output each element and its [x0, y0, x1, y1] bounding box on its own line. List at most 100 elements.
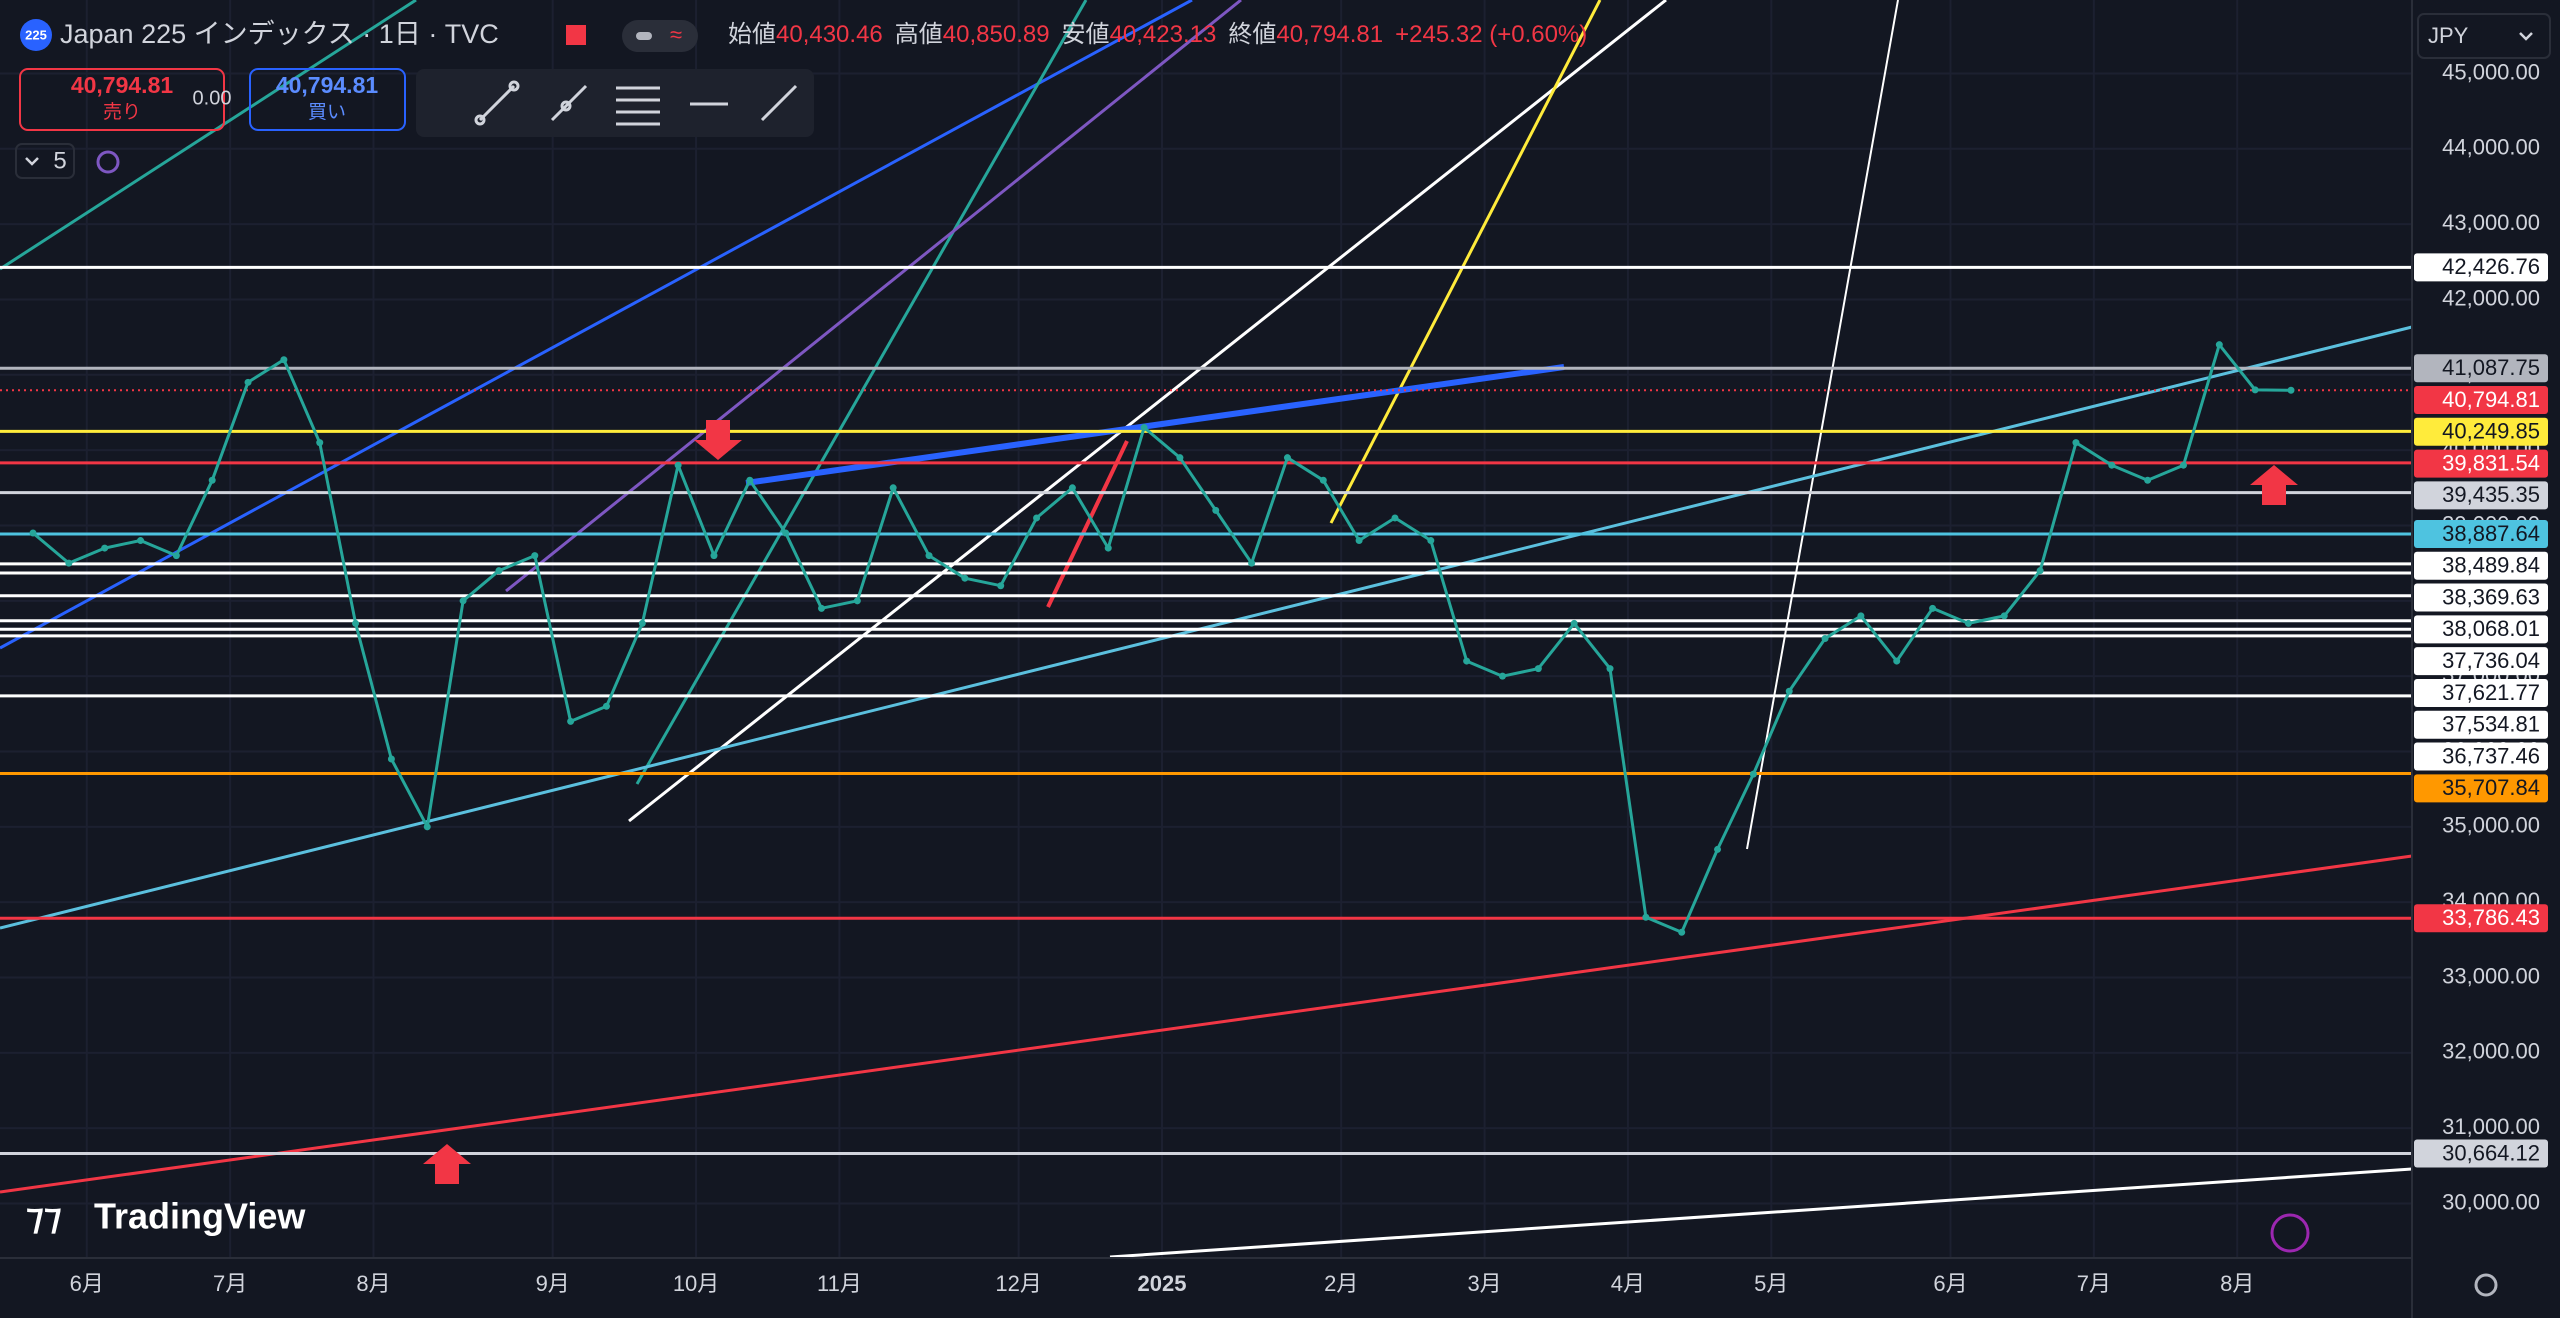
x-tick-label: 11月: [817, 1271, 862, 1296]
price-point: [316, 439, 324, 447]
level-label-box: [2414, 742, 2548, 771]
buy-button[interactable]: [249, 68, 406, 131]
arrows: [423, 420, 2298, 1184]
logo: TradingView: [94, 1196, 306, 1237]
price-point: [1355, 537, 1363, 545]
ohlc-label: 終値: [1228, 21, 1276, 48]
price-point: [2036, 567, 2044, 575]
price-point: [925, 552, 933, 560]
price-point: [602, 702, 610, 710]
level-label: 38,887.64: [2442, 521, 2540, 546]
sell-button[interactable]: [19, 68, 225, 131]
flag[interactable]: [566, 25, 586, 45]
x-tick-label: 9月: [536, 1271, 570, 1296]
indicators-count: 5: [53, 147, 66, 174]
logo-mark: ⁊⁊: [26, 1196, 62, 1237]
price-point: [495, 567, 503, 575]
y-tick-label: 30,000.00: [2442, 1189, 2540, 1214]
x-tick-label: 7月: [213, 1271, 247, 1296]
price-point: [1283, 454, 1291, 462]
y-tick-label: 31,000.00: [2442, 1114, 2540, 1139]
tool-handle: [560, 100, 572, 112]
ohlc-label: 安値: [1062, 21, 1110, 48]
level-label-box: [2414, 774, 2548, 803]
y-tick-label: 32,000.00: [2442, 1039, 2540, 1064]
price-point: [961, 574, 969, 582]
y-tick-label: 33,000.00: [2442, 963, 2540, 988]
sync-icon[interactable]: [96, 150, 120, 174]
symbol-title[interactable]: Japan 225 インデックス · 1日 · TVC: [60, 19, 499, 49]
level-label: 41,087.75: [2442, 355, 2540, 380]
sell-label: 売り: [103, 101, 141, 123]
level-label-box: [2414, 385, 2548, 414]
level-label-box: [2414, 615, 2548, 644]
level-label: 37,621.77: [2442, 680, 2540, 705]
series: [29, 341, 2295, 936]
tool-extended[interactable]: [760, 84, 798, 122]
price-point: [29, 529, 37, 537]
level-label: 36,737.46: [2442, 743, 2540, 768]
level-label: 40,794.81: [2442, 387, 2540, 412]
price-point: [1749, 770, 1757, 778]
ohlc-value: 40,430.46: [776, 21, 883, 48]
price-point: [101, 544, 109, 552]
price-point: [459, 597, 467, 605]
ohlc-label: 高値: [895, 21, 943, 48]
settings-icon[interactable]: [2474, 1273, 2498, 1297]
price-point: [1964, 619, 1972, 627]
symbol-badge-text: 225: [25, 27, 47, 42]
price-point: [1140, 424, 1148, 432]
tool-handle: [508, 80, 520, 92]
level-label-box: [2414, 449, 2548, 478]
tool-handle: [474, 114, 486, 126]
price-point: [1068, 484, 1076, 492]
price-point: [567, 717, 575, 725]
price-point: [137, 537, 145, 545]
trend-line: [0, 0, 417, 271]
price-point: [1033, 514, 1041, 522]
indicators-toggle[interactable]: [15, 143, 75, 179]
x-tick-label: 8月: [2220, 1271, 2254, 1296]
sell-price: 40,794.81: [71, 72, 174, 98]
ohlc-value: 40,850.89: [943, 21, 1050, 48]
level-label-box: [2414, 583, 2548, 612]
trend-line: [1746, 0, 1899, 850]
alert-icon[interactable]: [2270, 1213, 2310, 1253]
price-point: [1463, 657, 1471, 665]
level-label-box: [2414, 253, 2548, 282]
currency-select[interactable]: [2417, 13, 2551, 59]
price-point: [2000, 612, 2008, 620]
level-label: 37,736.04: [2442, 648, 2540, 673]
x-tick-label: 2025: [1138, 1271, 1187, 1296]
price-point: [1212, 506, 1220, 514]
symbol-badge: [20, 19, 52, 51]
trend-line: [0, 325, 2413, 930]
price-point: [1785, 687, 1793, 695]
currency: JPY: [2428, 23, 2469, 48]
level-label-box: [2414, 678, 2548, 707]
tool-trendline[interactable]: [478, 84, 516, 122]
x-tick-label: 4月: [1611, 1271, 1645, 1296]
price-point: [1893, 657, 1901, 665]
buy-label: 買い: [308, 102, 346, 123]
price-point: [1570, 619, 1578, 627]
level-label-box: [2414, 710, 2548, 739]
price-point: [889, 484, 897, 492]
status-icon: [636, 32, 652, 40]
price-point: [1929, 604, 1937, 612]
price-point: [2251, 386, 2259, 394]
buy-price: 40,794.81: [276, 72, 379, 98]
level-label: 37,534.81: [2442, 712, 2540, 737]
price-point: [352, 619, 360, 627]
ohlc-value: 40,423.13: [1110, 21, 1217, 48]
price-point: [1319, 476, 1327, 484]
price-point: [1821, 634, 1829, 642]
price-point: [208, 476, 216, 484]
price-point: [172, 552, 180, 560]
level-label: 39,435.35: [2442, 482, 2540, 507]
level-label-box: [2414, 354, 2548, 383]
price-point: [531, 552, 539, 560]
level-label: 38,489.84: [2442, 553, 2540, 578]
